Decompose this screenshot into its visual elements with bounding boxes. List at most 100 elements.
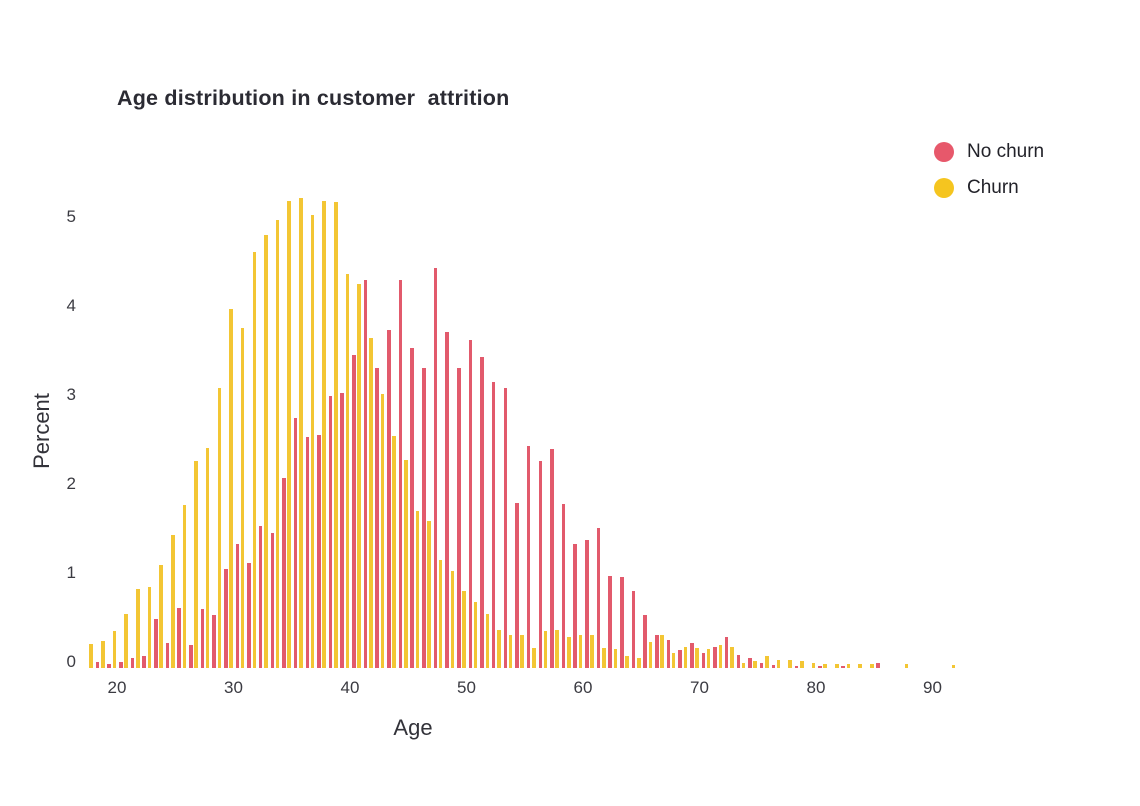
churn-bar-age-55	[520, 635, 525, 668]
churn-bar-age-52	[485, 613, 490, 668]
no-churn-bar-age-58	[561, 504, 566, 668]
no-churn-bar-age-71	[713, 646, 717, 668]
churn-bar-age-45	[403, 459, 408, 668]
churn-bar-age-76	[765, 656, 769, 668]
no-churn-bar-age-51	[480, 356, 484, 668]
no-churn-bar-age-54	[515, 503, 519, 668]
no-churn-bar-age-67	[666, 639, 671, 668]
y-tick-label-2: 2	[66, 474, 76, 493]
no-churn-bar-age-29	[223, 569, 228, 668]
churn-bar-age-71	[706, 649, 711, 668]
x-tick-label-20: 20	[107, 678, 127, 697]
no-churn-bar-age-66	[655, 635, 659, 668]
no-churn-bar-age-38	[328, 395, 333, 668]
legend-item-churn[interactable]: Churn	[934, 170, 1044, 206]
no-churn-bar-age-65	[643, 615, 647, 668]
churn-bar-age-84	[858, 664, 862, 668]
churn-bar-age-42	[369, 337, 373, 668]
churn-bar-age-39	[334, 201, 338, 668]
no-churn-bar-age-68	[678, 650, 682, 668]
churn-bar-age-82	[835, 663, 839, 668]
churn-bar-age-69	[683, 646, 688, 668]
churn-bar-age-24	[159, 564, 163, 668]
no-churn-bar-age-57	[550, 449, 554, 668]
churn-bar-age-56	[532, 647, 536, 668]
chart-title: Age distribution in customer attrition	[117, 86, 510, 110]
churn-bar-age-70	[695, 647, 699, 668]
no-churn-bar-age-24	[165, 643, 170, 668]
no-churn-bar-age-25	[177, 608, 181, 668]
no-churn-bar-age-43	[387, 329, 391, 668]
no-churn-bar-age-40	[352, 354, 356, 668]
churn-bar-age-61	[590, 635, 594, 668]
churn-bar-age-35	[287, 200, 292, 668]
legend-label-churn: Churn	[967, 177, 1019, 198]
churn-bar-age-38	[322, 200, 326, 668]
x-tick-label-80: 80	[806, 678, 826, 697]
no-churn-bar-age-52	[491, 382, 496, 668]
no-churn-bar-age-35	[293, 417, 298, 668]
churn-bar-age-63	[613, 649, 618, 668]
churn-bar-age-53	[497, 629, 501, 668]
churn-bar-age-32	[252, 252, 257, 668]
churn-bar-age-19	[101, 641, 105, 668]
x-tick-label-30: 30	[224, 678, 243, 697]
churn-bar-age-80	[811, 662, 816, 668]
x-tick-label-50: 50	[457, 678, 476, 697]
churn-bar-age-88	[904, 664, 909, 668]
no-churn-bar-age-63	[620, 577, 624, 668]
no-churn-bar-age-49	[456, 368, 461, 668]
churn-bar-age-28	[205, 448, 210, 668]
churn-bar-age-59	[567, 636, 571, 668]
churn-bar-age-54	[508, 635, 513, 668]
no-churn-bar-age-37	[317, 434, 321, 668]
churn-bar-age-83	[846, 663, 851, 668]
x-tick-label-70: 70	[690, 678, 709, 697]
x-axis-title: Age	[393, 715, 433, 740]
churn-bar-age-25	[170, 535, 175, 668]
no-churn-bar-age-72	[724, 636, 729, 668]
no-churn-bar-age-64	[631, 591, 636, 668]
churn-bar-age-22	[136, 588, 140, 668]
x-tick-label-40: 40	[340, 678, 360, 697]
churn-bar-age-36	[299, 198, 303, 668]
churn-bar-age-33	[264, 234, 268, 668]
churn-bar-age-72	[718, 644, 723, 668]
no-churn-bar-age-76	[771, 665, 776, 668]
churn-bar-age-64	[625, 656, 629, 668]
churn-bar-age-21	[124, 613, 128, 668]
no-churn-bar-age-48	[445, 332, 449, 668]
y-axis-title: Percent	[29, 393, 54, 469]
no-churn-bar-age-23	[154, 619, 158, 668]
churn-bar-age-26	[182, 505, 187, 668]
legend-label-no-churn: No churn	[967, 141, 1045, 162]
no-churn-bar-age-82	[841, 666, 845, 668]
churn-bar-age-77	[776, 659, 781, 668]
no-churn-bar-age-75	[759, 662, 764, 668]
churn-bar-age-47	[427, 521, 431, 668]
no-churn-bar-age-80	[818, 666, 822, 668]
churn-bar-age-81	[823, 663, 827, 668]
churn-bar-age-27	[194, 460, 198, 668]
y-tick-label-5: 5	[66, 207, 76, 226]
legend-item-no-churn[interactable]: No churn	[934, 134, 1044, 170]
no-churn-swatch-icon	[934, 142, 954, 162]
no-churn-bar-age-42	[375, 368, 379, 668]
no-churn-bar-age-56	[538, 460, 543, 668]
churn-bar-age-30	[229, 309, 233, 668]
x-tick-label-60: 60	[573, 678, 593, 697]
churn-bar-age-66	[648, 642, 653, 668]
no-churn-bar-age-18	[95, 661, 100, 668]
churn-bar-age-73	[730, 646, 734, 668]
churn-bar-age-68	[671, 652, 676, 668]
churn-bar-age-41	[357, 283, 361, 668]
churn-bar-age-49	[450, 570, 455, 668]
y-tick-label-1: 1	[66, 563, 76, 582]
churn-bar-age-20	[112, 630, 117, 668]
no-churn-bar-age-26	[189, 644, 193, 668]
churn-bar-age-62	[602, 647, 606, 668]
legend: No churn Churn	[934, 134, 1044, 206]
no-churn-bar-age-70	[701, 652, 706, 668]
no-churn-bar-age-73	[736, 654, 741, 668]
